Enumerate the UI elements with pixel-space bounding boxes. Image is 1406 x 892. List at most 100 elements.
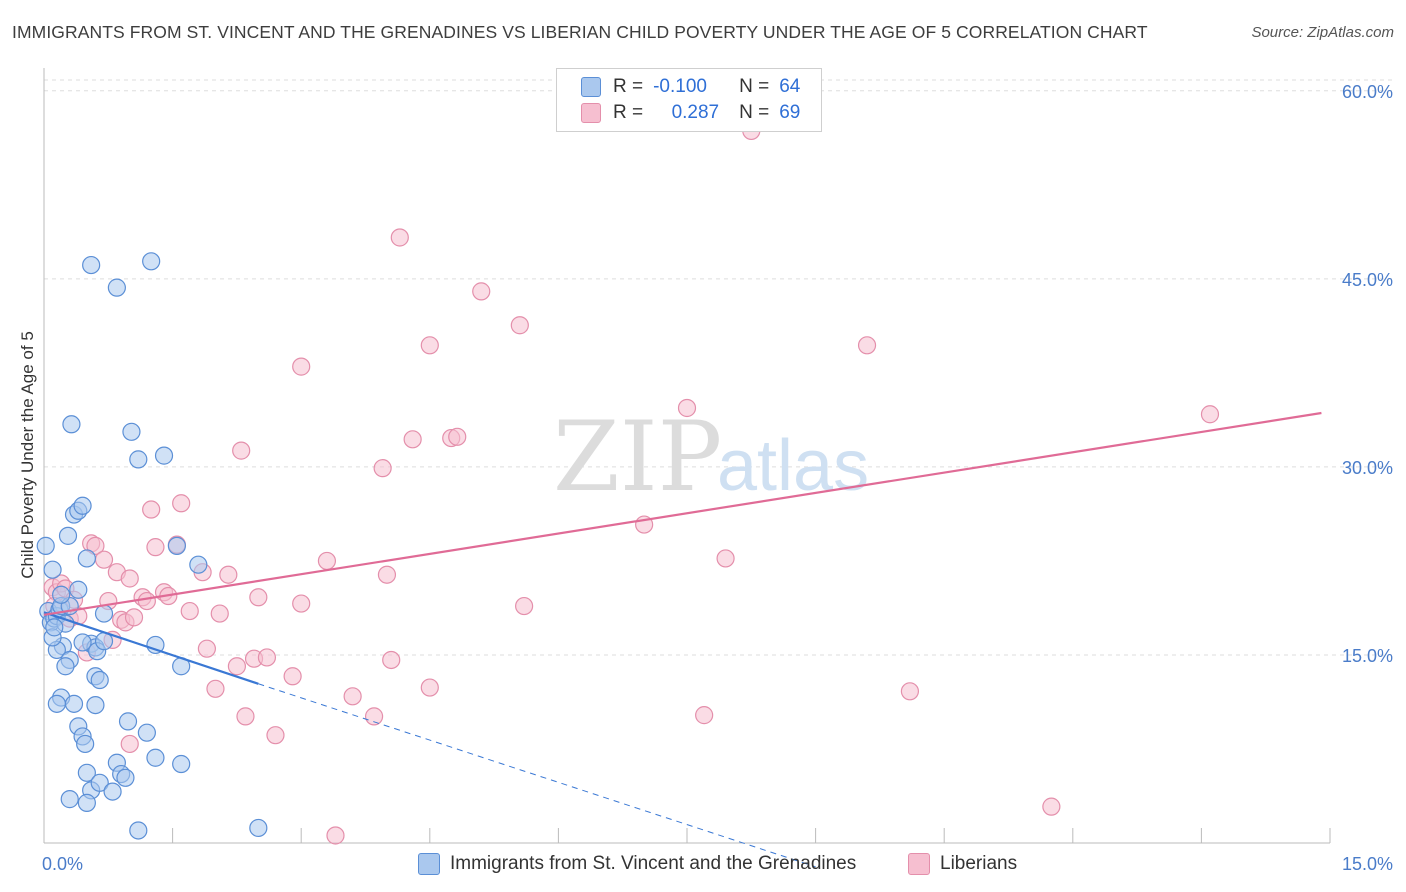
- st-vincent-point: [129, 450, 148, 469]
- trend-lines: [43, 411, 1322, 868]
- y-tick-label: 60.0%: [1342, 82, 1393, 102]
- stats-legend: R = -0.100 N = 64 R = 0.287 N = 69: [556, 68, 822, 132]
- legend-r-value: -0.100: [653, 76, 707, 97]
- liberians-point: [180, 601, 199, 621]
- axes: [43, 68, 1331, 844]
- chart-source: Source: ZipAtlas.com: [1251, 24, 1394, 41]
- liberians-point: [1200, 405, 1220, 424]
- st-vincent-point: [73, 633, 92, 652]
- liberians-point: [257, 648, 277, 667]
- legend-item-label: Liberians: [940, 853, 1018, 874]
- st-vincent-point: [62, 415, 81, 434]
- watermark: ZIP atlas: [553, 401, 869, 513]
- liberians-point: [292, 594, 311, 613]
- liberians-point: [364, 707, 384, 726]
- liberians-point: [227, 657, 246, 676]
- liberians-point: [857, 336, 877, 355]
- chart-title: IMMIGRANTS FROM ST. VINCENT AND THE GREN…: [12, 22, 1148, 42]
- liberians-point: [1042, 797, 1061, 816]
- liberians-point: [210, 604, 229, 623]
- pink-swatch: [908, 853, 930, 875]
- legend-item-st-vincent[interactable]: Immigrants from St. Vincent and the Gren…: [418, 851, 856, 877]
- st-vincent-point: [122, 422, 141, 441]
- st-vincent-point: [56, 657, 75, 676]
- liberians-point: [266, 726, 285, 745]
- liberians-point: [120, 734, 139, 754]
- liberians-point: [236, 707, 255, 726]
- st-vincent-point: [103, 782, 122, 801]
- x-tick-label-right: 15.0%: [1342, 854, 1393, 874]
- y-axis-label: Child Poverty Under the Age of 5: [18, 331, 37, 579]
- liberians-point: [695, 706, 714, 725]
- watermark-zip: ZIP: [553, 401, 722, 513]
- st-vincent-points: [36, 252, 268, 840]
- liberians-point: [197, 639, 216, 658]
- gridlines: [44, 79, 1394, 656]
- legend-r-label: R =: [613, 102, 644, 123]
- liberians-point: [283, 667, 302, 686]
- liberians-point: [900, 682, 920, 701]
- liberians-point: [172, 494, 191, 513]
- liberians-point: [510, 316, 529, 335]
- st-vincent-point: [77, 763, 96, 782]
- liberians-point: [206, 679, 225, 698]
- legend-n-label: N =: [739, 76, 770, 97]
- legend-row-blue: R = -0.100 N = 64: [581, 75, 800, 99]
- series-legend: Immigrants from St. Vincent and the Gren…: [0, 851, 1406, 877]
- st-vincent-point: [43, 560, 62, 579]
- legend-row-pink: R = 0.287 N = 69: [581, 101, 800, 125]
- blue-swatch: [581, 77, 601, 97]
- y-tick-label: 30.0%: [1342, 458, 1393, 478]
- liberians-point: [137, 591, 156, 611]
- axis-labels: 15.0% 30.0% 45.0% 60.0% 0.0% 15.0% Child Pover…: [18, 82, 1393, 874]
- legend-r-value: 0.287: [671, 102, 720, 123]
- st-vincent-point: [36, 536, 55, 555]
- legend-n-value: 64: [779, 76, 801, 97]
- liberians-point: [232, 441, 251, 460]
- liberians-point: [472, 282, 491, 301]
- liberians-point: [448, 427, 467, 446]
- st-vincent-point: [90, 773, 109, 792]
- st-vincent-point: [77, 793, 96, 812]
- legend-item-liberians[interactable]: Liberians: [908, 851, 1017, 877]
- st-vincent-point: [154, 446, 174, 465]
- st-vincent-point: [137, 723, 156, 742]
- liberians-point: [382, 650, 401, 670]
- st-vincent-point: [58, 526, 78, 545]
- watermark-atlas: atlas: [717, 426, 869, 506]
- st-vincent-point: [47, 694, 66, 713]
- liberians-point: [124, 608, 144, 627]
- st-vincent-point: [60, 790, 79, 809]
- st-vincent-point: [69, 580, 88, 599]
- st-vincent-point: [76, 734, 95, 754]
- st-vincent-point: [90, 670, 109, 690]
- st-vincent-point: [129, 821, 148, 840]
- st-vincent-point: [86, 695, 105, 715]
- liberians-point: [326, 826, 345, 845]
- st-vincent-point: [116, 768, 135, 787]
- blue-swatch: [418, 853, 440, 875]
- legend-n-label: N =: [739, 102, 770, 123]
- liberians-point: [390, 228, 409, 247]
- liberians-point: [377, 565, 397, 584]
- st-vincent-point: [77, 549, 96, 568]
- st-vincent-point: [146, 748, 165, 767]
- liberians-point: [249, 588, 268, 607]
- legend-item-label: Immigrants from St. Vincent and the Gren…: [450, 853, 857, 874]
- st-vincent-point: [172, 754, 191, 774]
- legend-n-value: 69: [779, 102, 801, 123]
- st-vincent-point: [52, 585, 71, 604]
- st-vincent-point: [118, 712, 138, 731]
- liberians-point: [146, 538, 165, 557]
- liberians-point: [403, 430, 422, 449]
- liberians-trend-line: [43, 411, 1322, 616]
- st-vincent-point: [64, 694, 84, 713]
- y-tick-label: 45.0%: [1342, 270, 1393, 290]
- liberians-point: [142, 500, 161, 519]
- x-tick-label-left: 0.0%: [42, 854, 83, 874]
- liberians-point: [716, 549, 735, 568]
- st-vincent-point: [82, 255, 101, 275]
- y-tick-label: 15.0%: [1342, 646, 1393, 666]
- st-vincent-point: [73, 496, 92, 515]
